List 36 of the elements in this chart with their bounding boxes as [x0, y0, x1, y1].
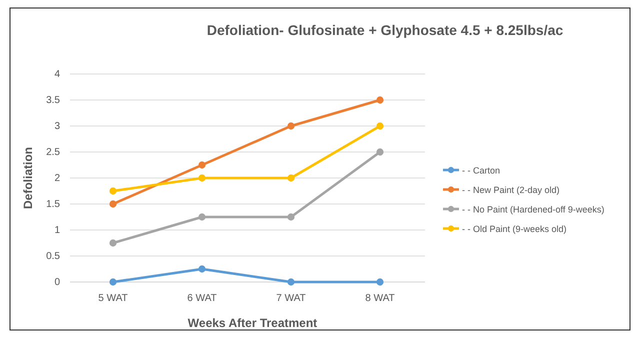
chart-title: Defoliation- Glufosinate + Glyphosate 4.5 + 8.25lbs/ac: [206, 22, 564, 38]
y-tick-label: 4: [54, 69, 60, 80]
y-tick-label: 3.5: [46, 95, 60, 106]
y-tick-label: 3: [54, 121, 60, 132]
point: [287, 213, 295, 221]
y-tick-label: 2: [54, 173, 60, 184]
point: [109, 187, 117, 195]
point: [376, 96, 384, 104]
x-tick-label: 5 WAT: [98, 293, 128, 304]
point: [198, 174, 206, 182]
x-tick-label: 7 WAT: [276, 293, 306, 304]
legend-label: - - Carton: [462, 166, 500, 176]
y-tick-label: 0.5: [46, 251, 60, 262]
y-tick-label: 1: [54, 225, 60, 236]
x-axis-title: Weeks After Treatment: [188, 316, 318, 330]
y-tick-label: 0: [54, 277, 60, 288]
point: [376, 278, 384, 286]
legend-label: - - No Paint (Hardened-off 9-weeks): [462, 204, 604, 214]
point: [109, 278, 117, 286]
legend-label: - - Old Paint (9-weeks old): [462, 224, 567, 234]
point: [109, 200, 117, 208]
point: [376, 148, 384, 156]
y-tick-label: 1.5: [46, 199, 60, 210]
y-axis-title: Defoliation: [21, 147, 35, 209]
point: [198, 213, 206, 221]
x-tick-label: 8 WAT: [365, 293, 395, 304]
point: [376, 122, 384, 130]
point: [287, 174, 295, 182]
point: [198, 265, 206, 273]
point: [198, 161, 206, 169]
legend-label: - - New Paint (2-day old): [462, 185, 560, 195]
point: [109, 239, 117, 247]
y-tick-label: 2.5: [46, 147, 60, 158]
point: [287, 278, 295, 286]
x-tick-label: 6 WAT: [187, 293, 217, 304]
point: [287, 122, 295, 130]
